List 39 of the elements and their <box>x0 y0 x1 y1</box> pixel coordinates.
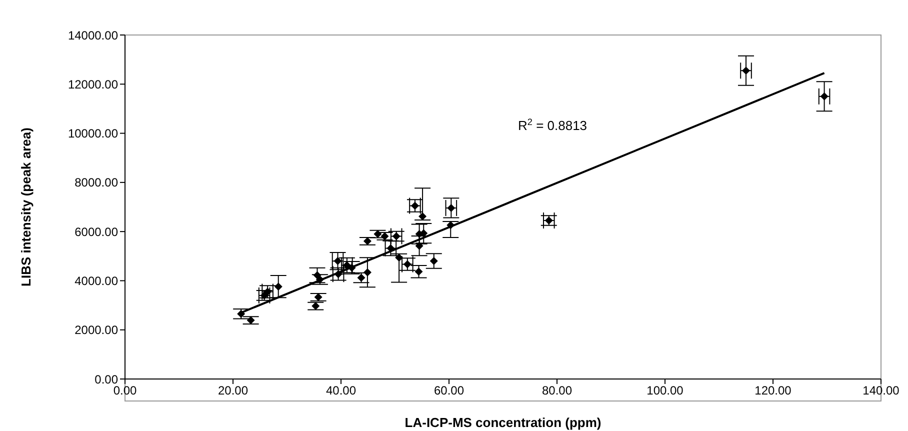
point <box>430 257 438 266</box>
point <box>446 221 455 230</box>
point <box>380 232 389 240</box>
point <box>363 237 372 246</box>
point <box>312 302 320 310</box>
y-tick-label: 12000.00 <box>68 77 118 92</box>
point <box>742 66 750 75</box>
x-tick-label: 120.00 <box>754 384 792 398</box>
point <box>363 268 372 276</box>
x-axis-title: LA-ICP-MS concentration (ppm) <box>404 415 602 430</box>
point <box>410 202 419 210</box>
x-tick-label: 40.00 <box>326 384 356 398</box>
y-tick-label: 8000.00 <box>74 176 118 190</box>
point <box>820 92 828 100</box>
point <box>316 275 324 284</box>
point <box>418 212 427 220</box>
y-tick-label: 2000.00 <box>74 323 118 338</box>
point <box>274 282 282 291</box>
x-tick-label: 100.00 <box>646 384 684 398</box>
annotation: R$^{2}$ = 0.8813 <box>518 117 588 133</box>
point <box>414 268 423 276</box>
y-tick-label: 14000.00 <box>68 28 118 42</box>
point <box>395 254 404 262</box>
x-tick-label: 0.00 <box>113 384 137 398</box>
y-tick-label: 0.00 <box>94 372 118 386</box>
point <box>447 204 456 212</box>
x-tick-label: 60.00 <box>434 384 464 398</box>
y-axis-title: LIBS intensity (peak area) <box>18 128 34 286</box>
point <box>544 216 553 225</box>
y-tick-label: 10000.00 <box>68 126 118 141</box>
point <box>246 316 255 324</box>
x-tick-label: 20.00 <box>218 384 248 398</box>
y-tick-label: 6000.00 <box>74 224 118 239</box>
point <box>348 264 356 272</box>
point <box>415 242 424 250</box>
x-tick-label: 80.00 <box>542 384 572 398</box>
point <box>314 293 322 302</box>
x-tick-label: 140.00 <box>862 384 900 398</box>
y-tick-label: 4000.00 <box>74 274 118 288</box>
